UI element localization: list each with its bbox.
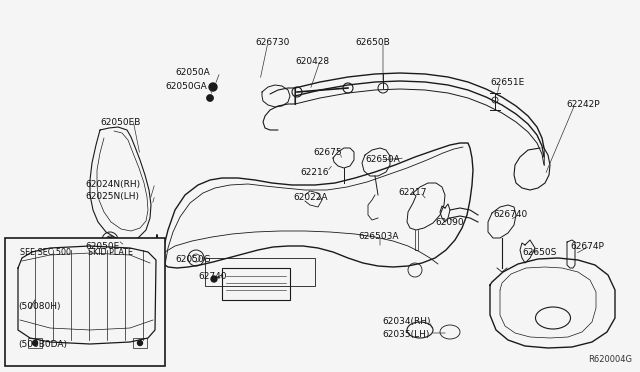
Text: 62050EB: 62050EB [100, 118, 140, 127]
Bar [28, 338, 42, 348]
Text: (500B0DA): (500B0DA) [18, 340, 67, 349]
Bar [205, 258, 315, 286]
Text: 62650B: 62650B [355, 38, 390, 47]
Text: 62034(RH): 62034(RH) [382, 317, 431, 326]
Text: 62674P: 62674P [570, 242, 604, 251]
Text: 62035(LH): 62035(LH) [382, 330, 429, 339]
Text: 626503A: 626503A [358, 232, 399, 241]
Text: 62651E: 62651E [490, 78, 524, 87]
Circle shape [209, 83, 217, 91]
Text: R620004G: R620004G [588, 355, 632, 364]
Text: 62025N(LH): 62025N(LH) [85, 192, 139, 201]
Text: 62217: 62217 [398, 188, 426, 197]
Circle shape [207, 94, 214, 102]
Circle shape [211, 276, 217, 282]
Bar [133, 338, 147, 348]
Text: SKID PLATE: SKID PLATE [88, 248, 133, 257]
Text: 62650A: 62650A [365, 155, 400, 164]
Text: 62650S: 62650S [522, 248, 556, 257]
Bar [222, 268, 290, 300]
Text: 62050A: 62050A [175, 68, 210, 77]
Text: 62216: 62216 [300, 168, 328, 177]
Text: 62675: 62675 [313, 148, 342, 157]
Circle shape [33, 340, 38, 346]
Circle shape [108, 237, 113, 243]
Text: 626730: 626730 [255, 38, 289, 47]
Bar [5, 238, 165, 366]
Text: 62024N(RH): 62024N(RH) [85, 180, 140, 189]
Text: 62740: 62740 [198, 272, 227, 281]
Text: 62242P: 62242P [566, 100, 600, 109]
Text: 62050E: 62050E [85, 242, 119, 251]
Text: 62050GA: 62050GA [165, 82, 207, 91]
Text: 62090: 62090 [435, 218, 463, 227]
Text: 620428: 620428 [295, 57, 329, 66]
Text: SEE SEC.500: SEE SEC.500 [20, 248, 71, 257]
Circle shape [138, 340, 143, 346]
Text: 626740: 626740 [493, 210, 527, 219]
Text: 62050G: 62050G [175, 255, 211, 264]
Text: 62022A: 62022A [293, 193, 328, 202]
Text: (50080H): (50080H) [18, 302, 61, 311]
